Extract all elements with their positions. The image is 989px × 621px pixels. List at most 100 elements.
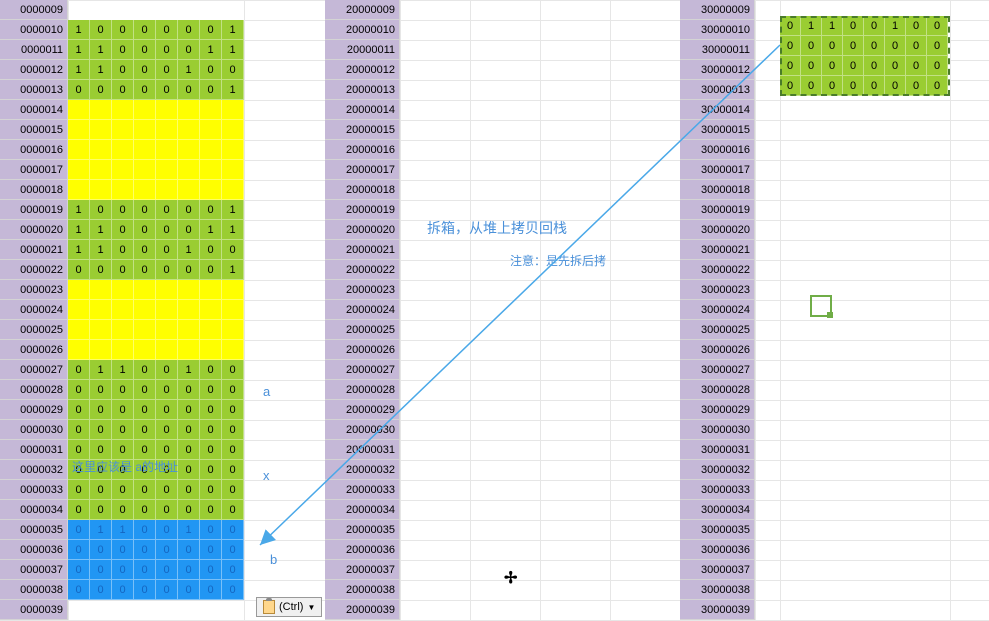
addr-cell-d[interactable]: 30000035 xyxy=(680,520,755,540)
bit-cell[interactable]: 1 xyxy=(178,520,200,540)
addr-cell-a[interactable]: 0000026 xyxy=(0,340,68,360)
bit-cell[interactable]: 0 xyxy=(222,500,244,520)
bit-cell[interactable]: 0 xyxy=(200,360,222,380)
bit-cell[interactable]: 0 xyxy=(156,200,178,220)
addr-cell-d[interactable]: 30000032 xyxy=(680,460,755,480)
addr-cell-c[interactable]: 20000012 xyxy=(325,60,400,80)
addr-cell-c[interactable]: 20000027 xyxy=(325,360,400,380)
bit-cell[interactable] xyxy=(156,160,178,180)
bit-cell-e[interactable]: 0 xyxy=(864,76,885,96)
bit-cell[interactable]: 0 xyxy=(200,420,222,440)
addr-cell-c[interactable]: 20000034 xyxy=(325,500,400,520)
addr-cell-a[interactable]: 0000019 xyxy=(0,200,68,220)
addr-cell-a[interactable]: 0000016 xyxy=(0,140,68,160)
bit-cell[interactable]: 0 xyxy=(134,560,156,580)
addr-cell-a[interactable]: 0000025 xyxy=(0,320,68,340)
addr-cell-c[interactable]: 20000032 xyxy=(325,460,400,480)
addr-cell-d[interactable]: 30000020 xyxy=(680,220,755,240)
addr-cell-d[interactable]: 30000024 xyxy=(680,300,755,320)
bit-cell[interactable]: 1 xyxy=(90,240,112,260)
addr-cell-a[interactable]: 0000038 xyxy=(0,580,68,600)
bit-cell[interactable]: 0 xyxy=(68,580,90,600)
addr-cell-d[interactable]: 30000037 xyxy=(680,560,755,580)
addr-cell-a[interactable]: 0000033 xyxy=(0,480,68,500)
bit-cell[interactable]: 0 xyxy=(222,440,244,460)
bit-cell[interactable]: 0 xyxy=(222,360,244,380)
addr-cell-c[interactable]: 20000037 xyxy=(325,560,400,580)
bit-cell[interactable]: 0 xyxy=(222,580,244,600)
bit-cell[interactable]: 1 xyxy=(68,20,90,40)
bit-cell[interactable] xyxy=(156,280,178,300)
bit-cell[interactable]: 0 xyxy=(222,540,244,560)
bit-cell[interactable]: 0 xyxy=(134,360,156,380)
bit-cell[interactable]: 0 xyxy=(68,440,90,460)
bit-cell-e[interactable]: 0 xyxy=(822,76,843,96)
bit-cell[interactable] xyxy=(178,300,200,320)
addr-cell-c[interactable]: 20000036 xyxy=(325,540,400,560)
bit-cell[interactable]: 0 xyxy=(200,580,222,600)
bit-cell[interactable]: 0 xyxy=(156,540,178,560)
bit-cell[interactable] xyxy=(222,160,244,180)
bit-cell[interactable]: 0 xyxy=(112,440,134,460)
addr-cell-a[interactable]: 0000009 xyxy=(0,0,68,20)
addr-cell-a[interactable]: 0000012 xyxy=(0,60,68,80)
bit-cell-e[interactable]: 0 xyxy=(822,36,843,56)
bit-cell[interactable]: 0 xyxy=(134,40,156,60)
addr-cell-d[interactable]: 30000009 xyxy=(680,0,755,20)
bit-cell[interactable]: 1 xyxy=(222,260,244,280)
bit-cell[interactable]: 0 xyxy=(178,260,200,280)
bit-cell[interactable] xyxy=(68,320,90,340)
bit-cell[interactable]: 0 xyxy=(134,80,156,100)
addr-cell-d[interactable]: 30000013 xyxy=(680,80,755,100)
bit-cell[interactable]: 1 xyxy=(90,60,112,80)
bit-cell-e[interactable]: 0 xyxy=(885,56,906,76)
addr-cell-a[interactable]: 0000022 xyxy=(0,260,68,280)
bit-cell-e[interactable]: 0 xyxy=(885,76,906,96)
bit-cell[interactable]: 0 xyxy=(200,80,222,100)
bit-cell[interactable]: 0 xyxy=(178,20,200,40)
addr-cell-c[interactable]: 20000015 xyxy=(325,120,400,140)
bit-cell[interactable]: 0 xyxy=(112,240,134,260)
addr-cell-a[interactable]: 0000020 xyxy=(0,220,68,240)
addr-cell-a[interactable]: 0000032 xyxy=(0,460,68,480)
bit-cell[interactable] xyxy=(156,300,178,320)
bit-cell-e[interactable]: 0 xyxy=(843,56,864,76)
bit-cell[interactable]: 1 xyxy=(178,240,200,260)
addr-cell-a[interactable]: 0000021 xyxy=(0,240,68,260)
addr-cell-d[interactable]: 30000028 xyxy=(680,380,755,400)
bit-cell[interactable] xyxy=(68,340,90,360)
addr-cell-d[interactable]: 30000019 xyxy=(680,200,755,220)
bit-cell[interactable]: 1 xyxy=(178,360,200,380)
bit-cell[interactable] xyxy=(178,280,200,300)
bit-cell[interactable] xyxy=(90,180,112,200)
bit-cell[interactable] xyxy=(112,100,134,120)
bit-cell[interactable] xyxy=(178,140,200,160)
bit-cell[interactable]: 1 xyxy=(112,360,134,380)
bit-cell[interactable]: 1 xyxy=(112,520,134,540)
bit-cell[interactable]: 0 xyxy=(178,400,200,420)
bit-cell-e[interactable]: 0 xyxy=(843,16,864,36)
bit-cell[interactable]: 0 xyxy=(178,380,200,400)
bit-cell[interactable]: 0 xyxy=(112,40,134,60)
addr-cell-c[interactable]: 20000029 xyxy=(325,400,400,420)
addr-cell-d[interactable]: 30000030 xyxy=(680,420,755,440)
bit-cell[interactable]: 0 xyxy=(112,380,134,400)
bit-cell[interactable]: 0 xyxy=(68,420,90,440)
bit-cell[interactable] xyxy=(134,280,156,300)
bit-cell[interactable] xyxy=(178,320,200,340)
bit-cell[interactable]: 0 xyxy=(222,520,244,540)
addr-cell-d[interactable]: 30000038 xyxy=(680,580,755,600)
bit-cell[interactable] xyxy=(222,300,244,320)
bit-cell[interactable]: 0 xyxy=(68,480,90,500)
bit-cell[interactable]: 0 xyxy=(156,420,178,440)
bit-cell[interactable]: 0 xyxy=(68,400,90,420)
bit-cell[interactable] xyxy=(222,120,244,140)
bit-cell[interactable] xyxy=(222,180,244,200)
bit-cell[interactable]: 0 xyxy=(90,540,112,560)
addr-cell-c[interactable]: 20000024 xyxy=(325,300,400,320)
bit-cell[interactable]: 0 xyxy=(68,540,90,560)
bit-cell[interactable]: 0 xyxy=(112,580,134,600)
bit-cell[interactable] xyxy=(134,180,156,200)
bit-cell[interactable]: 1 xyxy=(200,220,222,240)
bit-cell[interactable] xyxy=(156,180,178,200)
